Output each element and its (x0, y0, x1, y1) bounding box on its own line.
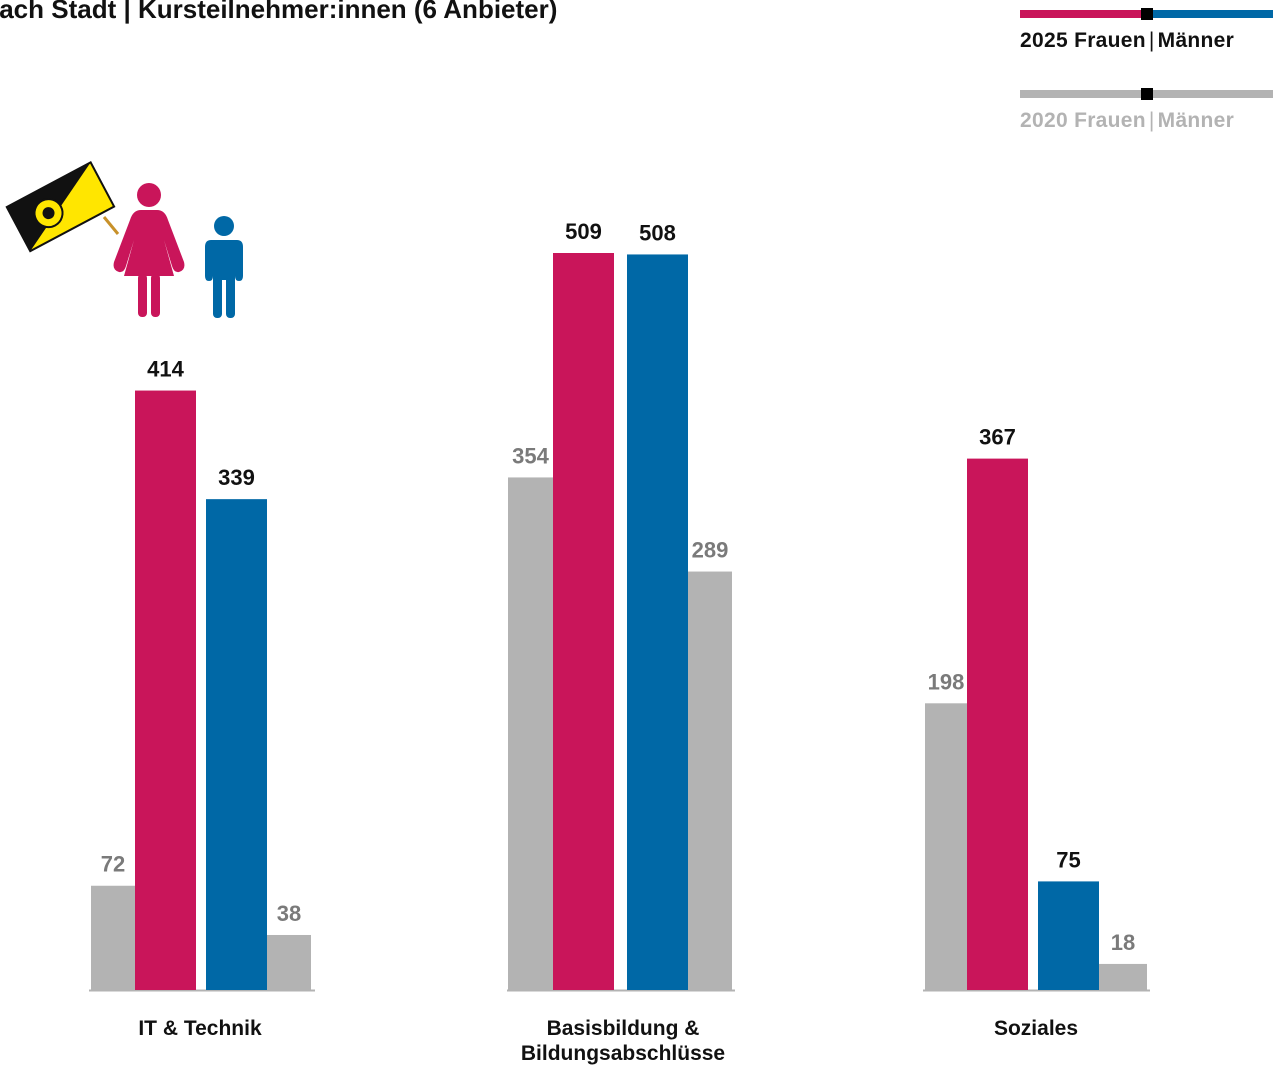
legend-2020-divider (1141, 88, 1153, 100)
bar-2025-men (206, 499, 267, 990)
legend-2020-men: Männer (1157, 109, 1235, 132)
bar-2020-men (267, 934, 311, 990)
data-label-2025-men: 339 (218, 465, 255, 490)
woman-icon (113, 183, 185, 317)
category-label: IT & Technik (138, 1017, 262, 1040)
bar-2025-women (135, 390, 196, 990)
legend-2025-women: Frauen (1074, 29, 1146, 52)
bar-2020-women (925, 703, 967, 990)
legend-2025-year: 2025 (1020, 29, 1068, 52)
legend-2025: 2025 Frauen | Männer (1020, 29, 1234, 53)
bar-2020-men (688, 571, 732, 990)
bar-2025-women (967, 458, 1028, 991)
data-label-2025-women: 367 (979, 425, 1016, 450)
category-label: Basisbildung & (547, 1017, 700, 1040)
legend-2025-divider (1141, 8, 1153, 20)
data-label-2020-women: 198 (928, 669, 965, 694)
legend-2025-women-line (1020, 10, 1147, 18)
bar-2025-men (1038, 881, 1099, 990)
data-label-2020-men: 289 (692, 538, 729, 563)
data-label-2020-women: 72 (101, 852, 125, 877)
bar-2025-men (627, 254, 688, 990)
category-label: Bildungsabschlüsse (521, 1042, 725, 1065)
bar-2020-women (508, 477, 553, 990)
legend-2020-sep: | (1148, 109, 1155, 132)
data-label-2020-women: 354 (512, 443, 549, 468)
bar-2020-men (1099, 963, 1147, 990)
bar-2025-women (553, 253, 614, 990)
data-label-2025-women: 509 (565, 219, 602, 244)
data-label-2025-men: 508 (639, 220, 676, 245)
category-label: Soziales (994, 1017, 1078, 1040)
data-label-2020-men: 18 (1111, 930, 1135, 955)
legend-2020-women: Frauen (1074, 109, 1146, 132)
flag-icon (5, 161, 120, 253)
bar-2020-women (91, 885, 135, 990)
legend-2025-men-line (1147, 10, 1273, 18)
data-label-2020-men: 38 (277, 901, 301, 926)
legend-2020-year: 2020 (1020, 109, 1068, 132)
man-icon (205, 216, 243, 318)
chart-title: lach Stadt | Kursteilnehmer:innen (6 Anb… (0, 0, 558, 24)
legend-2025-sep: | (1148, 29, 1155, 52)
data-label-2025-women: 414 (147, 357, 184, 382)
legend-2020: 2020 Frauen | Männer (1020, 109, 1234, 133)
data-label-2025-men: 75 (1056, 847, 1080, 872)
legend-2025-men: Männer (1157, 29, 1235, 52)
